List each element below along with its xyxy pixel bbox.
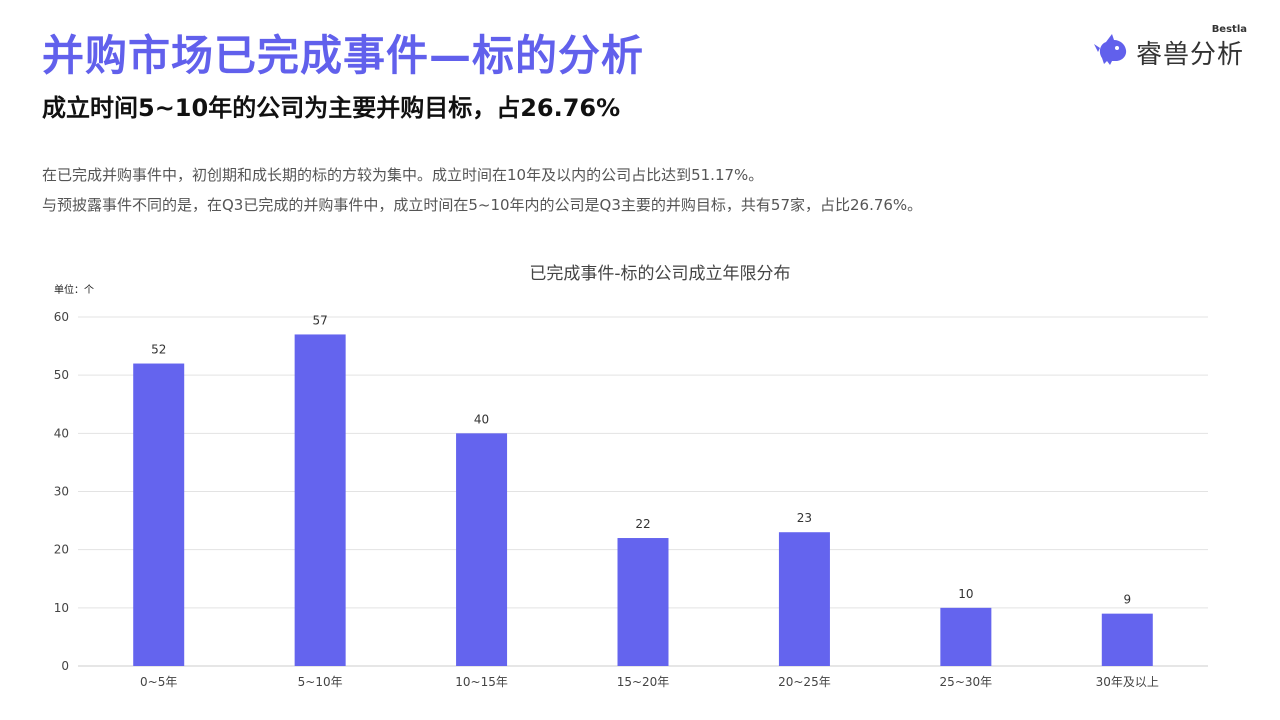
bar[interactable] [294,334,346,666]
bar-value-label: 10 [958,587,973,601]
y-tick-label: 60 [54,310,69,324]
bar[interactable] [617,538,669,666]
x-tick-label: 5~10年 [298,675,343,689]
bar[interactable] [778,532,830,666]
chart-title: 已完成事件-标的公司成立年限分布 [529,264,790,284]
bar[interactable] [133,363,185,666]
y-tick-label: 30 [54,485,69,499]
bar-value-label: 57 [313,313,328,327]
x-tick-label: 25~30年 [940,675,993,689]
description-line-2: 与预披露事件不同的是，在Q3已完成的并购事件中，成立时间在5~10年内的公司是Q… [42,196,923,214]
bar-value-label: 9 [1123,593,1131,607]
y-tick-label: 10 [54,601,69,615]
x-tick-label: 20~25年 [778,675,831,689]
bar[interactable] [1101,613,1153,666]
y-tick-label: 40 [54,426,69,440]
x-tick-label: 15~20年 [617,675,670,689]
brand-logo: Bestla 睿兽分析 [1090,22,1255,70]
bar-value-label: 40 [474,412,489,426]
x-tick-label: 30年及以上 [1096,675,1159,689]
description-line-1: 在已完成并购事件中，初创期和成长期的标的方较为集中。成立时间在10年及以内的公司… [42,166,764,184]
page-subtitle: 成立时间5~10年的公司为主要并购目标，占26.76% [42,94,621,122]
logo-brand-text: Bestla [1211,24,1247,35]
bar-value-label: 52 [151,343,166,357]
bar[interactable] [456,433,508,666]
y-tick-label: 0 [61,659,69,673]
y-tick-label: 20 [54,543,69,557]
bar-value-label: 23 [797,511,812,525]
y-tick-label: 50 [54,368,69,382]
x-tick-label: 10~15年 [455,675,508,689]
chart-unit-label: 单位：个 [54,285,94,296]
logo-name-text: 睿兽分析 [1136,40,1245,70]
description: 在已完成并购事件中，初创期和成长期的标的方较为集中。成立时间在10年及以内的公司… [42,160,922,220]
bar[interactable] [940,607,992,666]
page-title: 并购市场已完成事件—标的分析 [42,31,645,80]
bar-value-label: 22 [635,517,650,531]
unicorn-logo-icon [1094,34,1127,65]
x-tick-label: 0~5年 [140,675,177,689]
